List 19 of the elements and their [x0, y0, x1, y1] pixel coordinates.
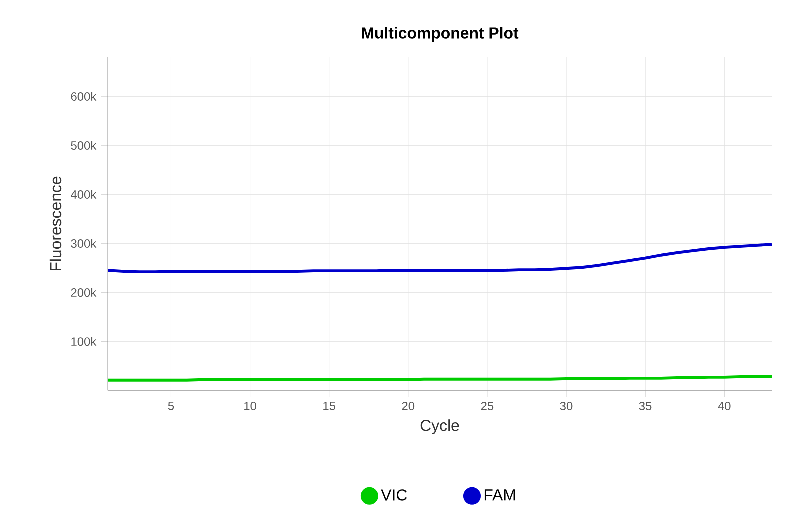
x-tick-label: 10: [244, 402, 256, 410]
x-tick-label: 5: [168, 402, 174, 410]
x-tick-label: 35: [639, 402, 652, 410]
y-tick-label: 300k: [71, 239, 97, 248]
x-tick-label: 15: [324, 402, 336, 410]
x-tick-label: 20: [402, 402, 415, 410]
x-tick-label: 25: [481, 402, 494, 410]
y-tick-label: 400k: [71, 190, 97, 199]
x-axis-title: Cycle: [420, 420, 460, 434]
y-axis-title: Fluorescence: [50, 176, 62, 271]
x-tick-label: 30: [560, 402, 573, 410]
y-tick-label: 600k: [71, 92, 97, 101]
legend-label: VIC: [381, 490, 408, 501]
y-tick-label: 500k: [71, 141, 97, 150]
x-tick-label: 40: [718, 402, 731, 410]
y-tick-label: 100k: [72, 337, 97, 346]
legend-label: FAM: [484, 490, 516, 501]
chart-title: Multicomponent Plot: [362, 27, 519, 42]
y-tick-label: 200k: [71, 288, 97, 298]
